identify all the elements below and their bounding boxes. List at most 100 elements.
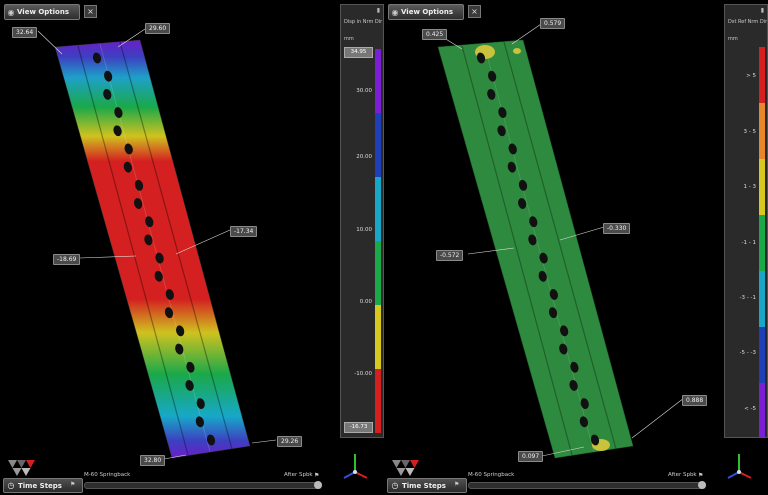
callout-value: 29.26 bbox=[277, 436, 303, 447]
legend-tick: < -5 bbox=[744, 406, 756, 412]
slider-thumb[interactable] bbox=[698, 481, 706, 489]
slot-hole bbox=[206, 434, 216, 446]
slot-hole bbox=[569, 380, 578, 391]
step-start-label: M-60 Springback bbox=[84, 472, 131, 478]
eye-icon: ◉ bbox=[7, 7, 15, 17]
slot-hole bbox=[176, 325, 185, 337]
slot-hole bbox=[539, 252, 548, 264]
slot-hole bbox=[508, 143, 517, 155]
slot-hole bbox=[175, 343, 184, 355]
slot-hole bbox=[144, 234, 153, 246]
callout-value: -17.34 bbox=[230, 226, 258, 237]
legend-tick: 1 - 3 bbox=[743, 184, 756, 190]
slot-hole bbox=[549, 289, 558, 300]
slot-hole bbox=[185, 380, 194, 391]
legend-color-band bbox=[375, 177, 381, 241]
time-steps-button[interactable]: ◷ Time Steps bbox=[3, 478, 83, 493]
slot-hole bbox=[518, 198, 527, 209]
callout-value: 32.80 bbox=[140, 455, 166, 466]
view-options-label: View Options bbox=[17, 8, 70, 16]
clock-icon: ◷ bbox=[391, 481, 399, 490]
navigation-cube-icon[interactable] bbox=[8, 460, 36, 476]
color-legend: ▮ Dst Ref Nrm Dir mm > 5 3 - 5 1 - 3 -1 … bbox=[724, 4, 768, 438]
slot-hole bbox=[113, 125, 122, 137]
part-displacement-model bbox=[37, 26, 277, 460]
legend-color-band bbox=[375, 369, 381, 433]
legend-color-band bbox=[759, 327, 765, 383]
pin-icon[interactable]: ▮ bbox=[760, 7, 764, 14]
slot-hole bbox=[538, 270, 547, 282]
slot-hole bbox=[488, 70, 497, 82]
legend-tick: > 5 bbox=[746, 73, 756, 79]
slot-hole bbox=[559, 343, 568, 355]
legend-tick: -3 - -1 bbox=[739, 295, 756, 301]
slot-hole bbox=[92, 52, 102, 64]
navigation-cube-icon[interactable] bbox=[392, 460, 420, 476]
legend-title: Disp in Nrm Dir bbox=[344, 19, 383, 25]
clock-icon: ◷ bbox=[7, 481, 15, 490]
color-legend: ▮ Disp in Nrm Dir mm 34.95 -16.73 30.00 … bbox=[340, 4, 384, 438]
legend-tick: -1 - 1 bbox=[741, 240, 756, 246]
legend-color-band bbox=[375, 49, 381, 113]
slot-hole bbox=[145, 216, 154, 228]
time-steps-label: Time Steps bbox=[402, 481, 446, 490]
slot-hole bbox=[560, 325, 569, 337]
legend-color-band bbox=[759, 383, 765, 437]
slot-hole bbox=[134, 179, 144, 191]
slot-hole bbox=[114, 107, 123, 118]
slot-hole bbox=[123, 161, 132, 173]
time-steps-label: Time Steps bbox=[18, 481, 62, 490]
pin-icon[interactable]: ▮ bbox=[376, 7, 380, 14]
slot-hole bbox=[487, 88, 496, 100]
legend-tick: 10.00 bbox=[356, 227, 372, 233]
legend-max-value: 34.95 bbox=[344, 47, 373, 58]
legend-min-value: -16.73 bbox=[344, 422, 373, 433]
legend-tick: 30.00 bbox=[356, 88, 372, 94]
view-options-label: View Options bbox=[401, 8, 454, 16]
legend-color-band bbox=[759, 103, 765, 159]
callout-value: 29.60 bbox=[145, 23, 171, 34]
slot-hole bbox=[476, 52, 486, 64]
left-viewport[interactable]: 32.64 29.60 -17.34 -18.69 29.26 32.80 ◉ … bbox=[0, 0, 384, 495]
slot-hole bbox=[104, 70, 113, 82]
view-options-button[interactable]: ◉ View Options bbox=[388, 4, 464, 20]
slot-hole bbox=[196, 398, 205, 410]
step-end-label: After Spbk bbox=[668, 472, 697, 478]
flag-icon[interactable]: ⚑ bbox=[698, 472, 704, 479]
close-icon[interactable]: × bbox=[468, 5, 481, 18]
flag-icon[interactable]: ⚑ bbox=[314, 472, 320, 479]
legend-color-band bbox=[375, 241, 381, 305]
slot-hole bbox=[103, 88, 112, 100]
slot-hole bbox=[518, 179, 528, 191]
eye-icon: ◉ bbox=[391, 7, 399, 17]
callout-value: 0.579 bbox=[540, 18, 566, 29]
slot-hole bbox=[155, 252, 164, 264]
slot-hole bbox=[124, 143, 133, 155]
close-icon[interactable]: × bbox=[84, 5, 97, 18]
slider-thumb[interactable] bbox=[314, 481, 322, 489]
legend-color-band bbox=[759, 47, 765, 103]
time-step-slider[interactable] bbox=[84, 481, 322, 489]
step-start-label: M-60 Springback bbox=[468, 472, 515, 478]
axis-triad-icon bbox=[343, 454, 368, 479]
legend-unit: mm bbox=[728, 36, 738, 42]
callout-value: 32.64 bbox=[12, 27, 38, 38]
callout-value: 0.425 bbox=[422, 29, 448, 40]
time-steps-button[interactable]: ◷ Time Steps bbox=[387, 478, 467, 493]
step-end-label: After Spbk bbox=[284, 472, 313, 478]
legend-tick: 0.00 bbox=[359, 299, 372, 305]
slot-hole bbox=[580, 398, 589, 410]
flag-icon[interactable]: ⚑ bbox=[70, 481, 76, 488]
slot-hole bbox=[570, 361, 579, 373]
time-step-slider[interactable] bbox=[468, 481, 706, 489]
flag-icon[interactable]: ⚑ bbox=[454, 481, 460, 488]
slot-hole bbox=[528, 234, 537, 246]
legend-tick: -5 - -3 bbox=[739, 350, 756, 356]
legend-color-band bbox=[375, 305, 381, 369]
right-viewport[interactable]: 0.425 0.579 -0.572 -0.330 0.888 0.097 ◉ … bbox=[384, 0, 768, 495]
callout-value: -0.572 bbox=[436, 250, 464, 261]
part-deviation-model bbox=[435, 21, 685, 459]
callout-value: -0.330 bbox=[603, 223, 631, 234]
view-options-button[interactable]: ◉ View Options bbox=[4, 4, 80, 20]
legend-title: Dst Ref Nrm Dir bbox=[728, 19, 768, 25]
